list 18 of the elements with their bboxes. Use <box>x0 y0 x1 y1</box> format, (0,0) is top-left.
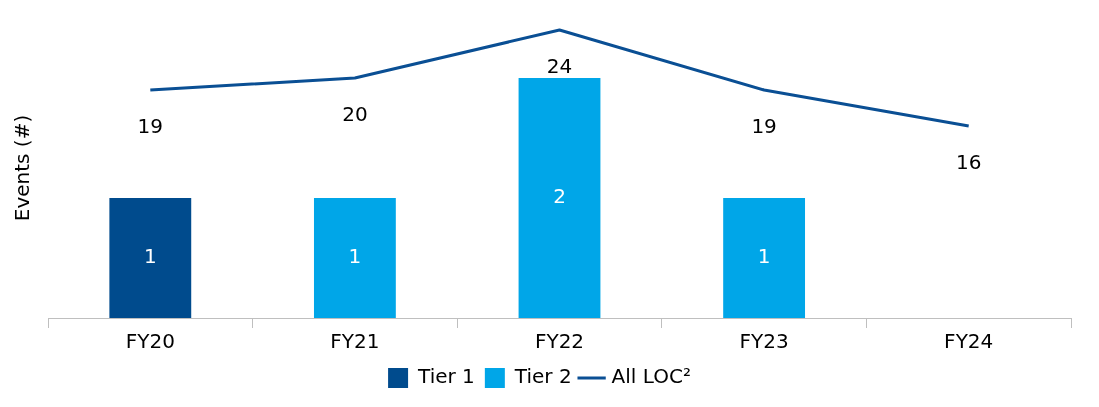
x-tick-label: FY20 <box>125 329 175 354</box>
data-label: 1 <box>348 244 362 269</box>
x-tick-label: FY23 <box>739 329 789 354</box>
legend-label: Tier 2 <box>513 364 572 389</box>
data-label: 19 <box>137 114 164 139</box>
data-label: 1 <box>757 244 771 269</box>
data-label: 16 <box>955 150 982 175</box>
data-label: 20 <box>342 102 368 127</box>
x-tick-label: FY21 <box>330 329 380 354</box>
x-tick-label: FY24 <box>944 329 994 354</box>
data-label: 2 <box>553 184 566 209</box>
legend-label: All LOC² <box>611 364 691 389</box>
data-label: 19 <box>751 114 777 139</box>
data-label: 24 <box>546 54 573 79</box>
data-label: 1 <box>143 244 157 269</box>
legend-label: Tier 1 <box>417 364 475 389</box>
y-axis-title: Events (#) <box>10 114 35 222</box>
x-tick-label: FY22 <box>534 329 585 354</box>
